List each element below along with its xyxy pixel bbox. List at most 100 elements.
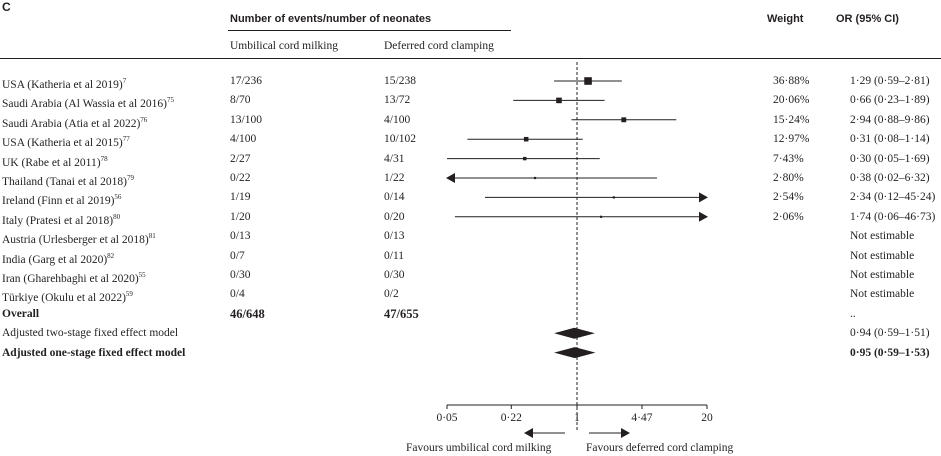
study-or-ci: Not estimable <box>850 288 915 301</box>
ucm-events: 0/7 <box>230 249 245 262</box>
study-reference: 7 <box>122 77 127 85</box>
ucm-events: 8/70 <box>230 94 251 107</box>
ucm-events: 1/20 <box>230 210 251 223</box>
study-label: Saudi Arabia (Al Wassia et al 2016)75 <box>2 96 174 111</box>
ci-arrow-right <box>699 192 708 203</box>
study-label: USA (Katheria et al 2015)77 <box>2 135 130 150</box>
ucm-events: 0/4 <box>230 288 245 301</box>
study-reference: 76 <box>140 115 148 124</box>
study-label: Italy (Pratesi et al 2018)80 <box>2 212 121 227</box>
ucm-events: 0/30 <box>230 269 251 281</box>
overall-or-ci: .. <box>850 307 856 320</box>
study-reference: 82 <box>107 251 115 260</box>
summary-label: Adjusted one-stage fixed effect model <box>2 346 186 359</box>
study-reference: 56 <box>114 193 122 202</box>
dcc-events: 15/238 <box>384 75 416 87</box>
ci-arrow-right <box>699 211 708 222</box>
dcc-events: 0/11 <box>384 249 405 262</box>
ucm-column-header: Umbilical cord milking <box>230 40 338 52</box>
study-reference: 77 <box>122 135 130 144</box>
dcc-events: 0/2 <box>384 288 399 301</box>
study-or-ci: Not estimable <box>850 230 915 243</box>
study-label: Iran (Gharehbaghi et al 2020)55 <box>2 271 146 285</box>
table-header-rule <box>0 58 941 59</box>
favours-left-label: Favours umbilical cord milking <box>406 442 552 454</box>
dcc-events: 1/22 <box>384 172 405 184</box>
x-tick-label: 0·05 <box>436 412 457 424</box>
study-weight: 12·97% <box>773 133 810 146</box>
summary-label: Adjusted two-stage fixed effect model <box>2 327 179 340</box>
study-reference: 79 <box>127 174 135 182</box>
dcc-events: 10/102 <box>384 133 416 146</box>
study-weight: 2·54% <box>773 191 804 204</box>
effect-square <box>584 77 592 85</box>
overall-label: Overall <box>2 307 40 320</box>
study-label: Thailand (Tanai et al 2018)79 <box>2 174 135 188</box>
study-reference: 59 <box>125 290 133 299</box>
ci-arrow-left <box>446 173 455 183</box>
study-reference: 78 <box>100 154 108 163</box>
effect-square <box>612 196 615 199</box>
study-weight: 36·88% <box>773 75 810 87</box>
x-tick-label: 4·47 <box>631 412 652 424</box>
dcc-events: 4/31 <box>384 152 405 165</box>
study-label: UK (Rabe et al 2011)78 <box>2 154 108 169</box>
study-or-ci: Not estimable <box>850 249 915 262</box>
study-weight: 20·06% <box>773 94 810 107</box>
study-label: Austria (Urlesberger et al 2018)81 <box>2 232 156 247</box>
study-or-ci: 0·30 (0·05–1·69) <box>850 152 930 165</box>
panel-label: C <box>2 0 11 14</box>
ucm-events: 0/22 <box>230 172 251 184</box>
dcc-column-header: Deferred cord clamping <box>384 40 494 52</box>
study-or-ci: 1·74 (0·06–46·73) <box>850 210 936 223</box>
study-or-ci: 0·38 (0·02–6·32) <box>850 172 930 184</box>
x-tick-label: 1 <box>574 412 580 424</box>
study-weight: 7·43% <box>773 152 804 165</box>
or-ci-header: OR (95% CI) <box>836 13 899 25</box>
study-label: Ireland (Finn et al 2019)56 <box>2 193 122 208</box>
events-header: Number of events/number of neonates <box>230 13 432 25</box>
effect-square <box>523 156 527 161</box>
events-header-rule <box>228 30 511 31</box>
overall-ucm-events: 46/648 <box>230 306 265 321</box>
study-or-ci: 2·94 (0·88–9·86) <box>850 113 930 126</box>
study-label: Türkiye (Okulu et al 2022)59 <box>2 290 133 305</box>
ucm-events: 2/27 <box>230 152 251 165</box>
ucm-events: 0/13 <box>230 230 251 243</box>
study-reference: 80 <box>113 212 121 221</box>
x-tick-label: 20 <box>701 412 713 424</box>
study-or-ci: 0·31 (0·08–1·14) <box>850 133 930 146</box>
effect-square <box>533 176 537 180</box>
dcc-events: 0/13 <box>384 230 405 243</box>
summary-diamond <box>554 347 596 359</box>
favours-right-label: Favours deferred cord clamping <box>586 442 734 454</box>
effect-square <box>556 97 562 104</box>
ucm-events: 1/19 <box>230 191 251 204</box>
dcc-events: 13/72 <box>384 94 411 107</box>
study-or-ci: 1·29 (0·59–2·81) <box>850 75 930 87</box>
x-tick-label: 0·22 <box>501 412 522 424</box>
study-reference: 75 <box>166 96 174 105</box>
dcc-events: 4/100 <box>384 113 411 126</box>
ucm-events: 17/236 <box>230 75 262 87</box>
effect-square <box>599 215 603 218</box>
favours-left-arrow-icon <box>524 428 533 438</box>
study-reference: 55 <box>138 271 146 279</box>
study-or-ci: 2·34 (0·12–45·24) <box>850 191 936 204</box>
dcc-events: 0/30 <box>384 269 405 281</box>
study-label: USA (Katheria et al 2019)7 <box>2 77 127 91</box>
dcc-events: 0/20 <box>384 210 405 223</box>
study-or-ci: 0·66 (0·23–1·89) <box>850 94 930 107</box>
summary-diamond <box>554 327 595 339</box>
overall-dcc-events: 47/655 <box>384 306 419 321</box>
effect-square <box>621 117 627 123</box>
ucm-events: 13/100 <box>230 113 262 126</box>
study-or-ci: Not estimable <box>850 269 915 281</box>
study-reference: 81 <box>148 232 156 241</box>
weight-header: Weight <box>767 13 804 25</box>
study-label: India (Garg et al 2020)82 <box>2 251 115 266</box>
effect-square <box>523 136 529 142</box>
summary-or-ci: 0·94 (0·59–1·51) <box>850 327 930 340</box>
study-label: Saudi Arabia (Atia et al 2022)76 <box>2 115 148 130</box>
